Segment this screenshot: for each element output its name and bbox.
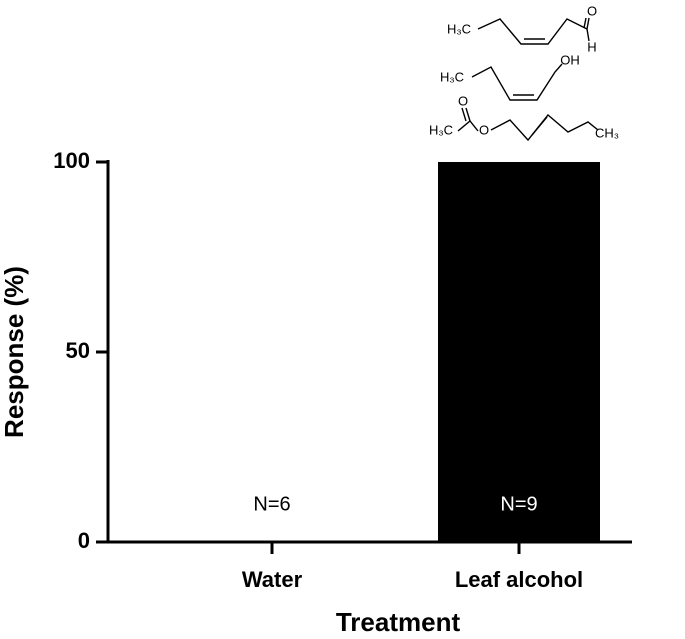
y-tick-label: 0 <box>78 528 90 553</box>
chem-label: O <box>458 93 468 108</box>
y-tick-label: 100 <box>53 148 90 173</box>
bar <box>438 162 600 542</box>
chem-label: OH <box>560 52 580 67</box>
bond <box>531 116 548 136</box>
bond <box>586 28 590 42</box>
bond <box>583 17 587 29</box>
chemical-structures <box>457 17 599 142</box>
bond <box>465 107 471 122</box>
bond <box>471 63 563 101</box>
chem-label: H₃C <box>429 122 453 137</box>
y-tick-label: 50 <box>66 338 90 363</box>
chem-label: H₃C <box>440 69 464 84</box>
bond <box>477 18 588 45</box>
chem-label: O <box>479 122 489 137</box>
chem-label: H <box>587 39 596 54</box>
annotation: N=6 <box>253 493 290 515</box>
bond <box>461 107 467 122</box>
annotation: N=9 <box>500 493 537 515</box>
chem-label: CH₃ <box>595 125 619 140</box>
chem-label: H₃C <box>447 21 471 36</box>
chem-label: O <box>587 3 597 18</box>
bond <box>490 113 599 142</box>
bond <box>457 120 479 132</box>
x-tick-label: Water <box>242 567 303 592</box>
x-axis-title: Treatment <box>336 607 461 637</box>
bond <box>586 17 590 30</box>
x-tick-label: Leaf alcohol <box>455 567 583 592</box>
y-axis-title: Response (%) <box>0 266 29 438</box>
